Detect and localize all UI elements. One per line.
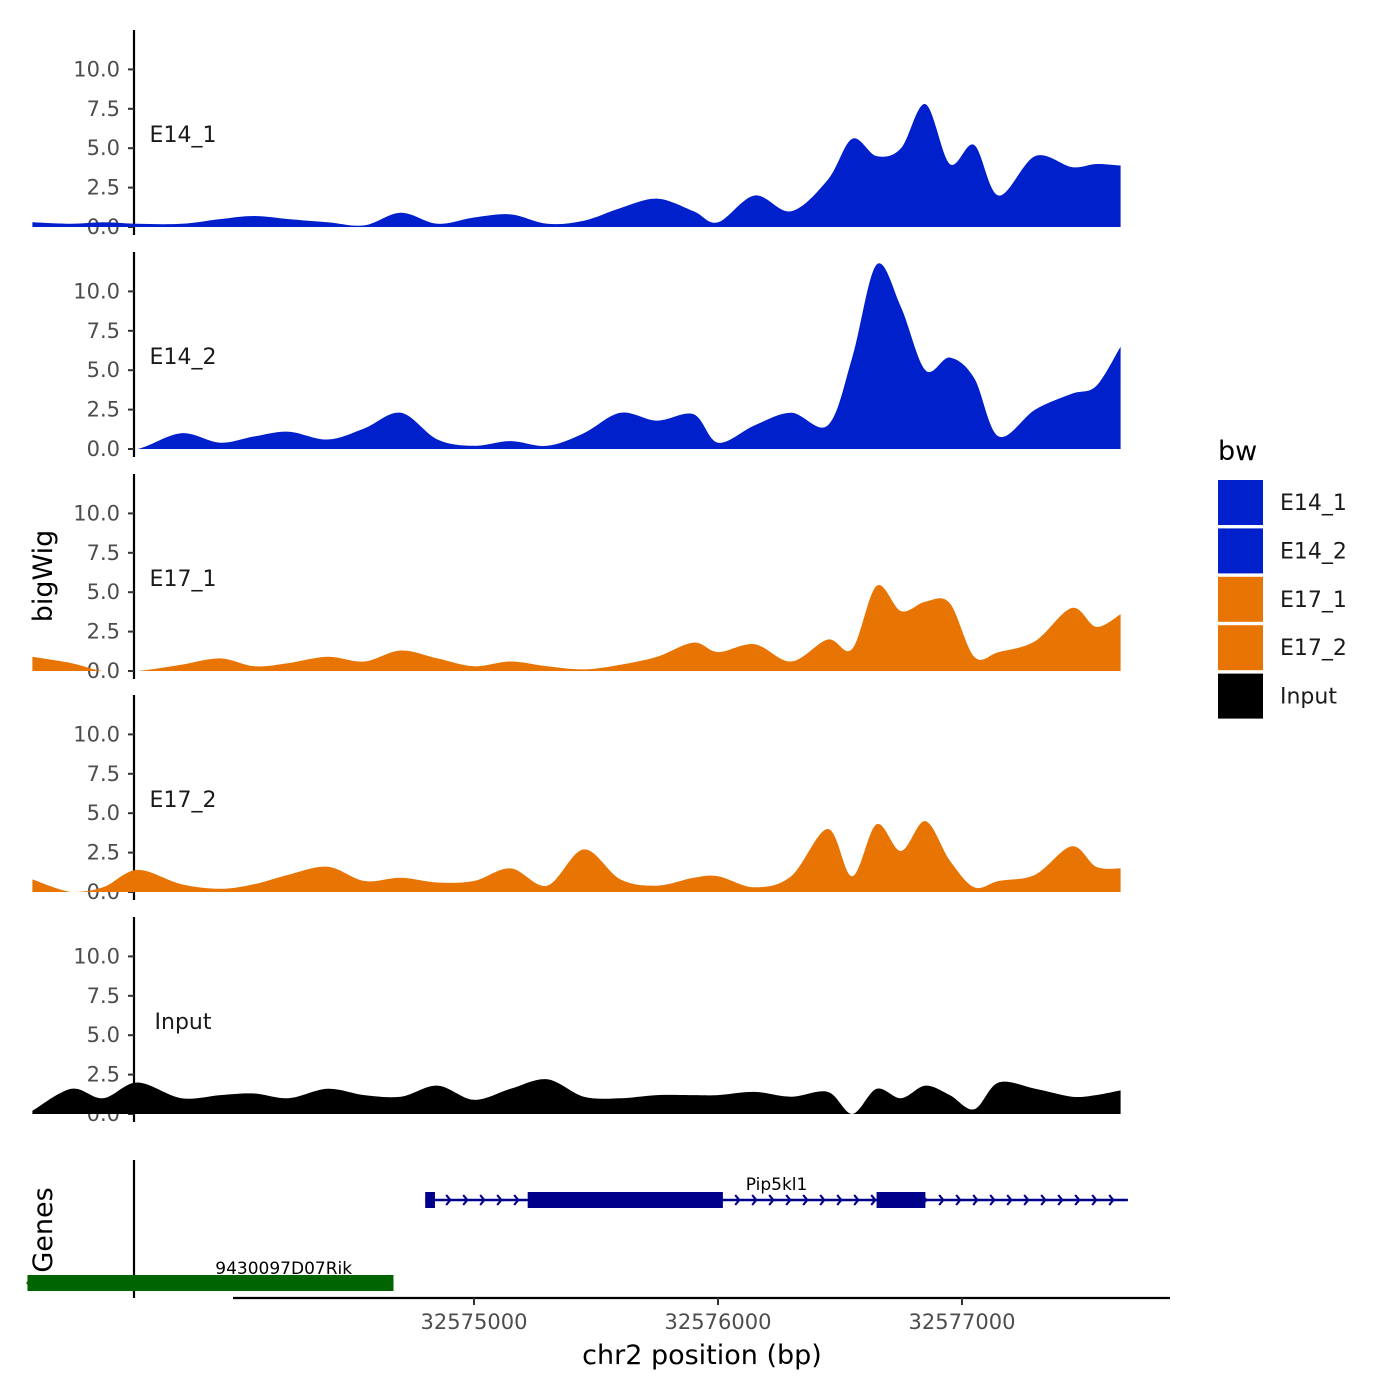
x-tick-label: 32575000 <box>421 1310 528 1334</box>
y-tick-label: 10.0 <box>73 944 120 968</box>
gene-exon <box>527 1192 723 1208</box>
y-tick-label: 5.0 <box>87 136 120 160</box>
signal-tracks: 0.02.55.07.510.0E14_10.02.55.07.510.0E14… <box>32 30 1121 1126</box>
track-label: E17_1 <box>150 567 217 592</box>
y-tick-label: 5.0 <box>87 801 120 825</box>
gene-exon <box>876 1192 926 1208</box>
gene-exon <box>27 1275 394 1291</box>
strand-arrow-icon <box>819 1194 826 1206</box>
strand-arrow-icon <box>785 1194 792 1206</box>
genes-panel: Pip5kl1 9430097D07Rik <box>26 1160 1128 1298</box>
y-tick-label: 5.0 <box>87 1023 120 1047</box>
legend-item-e17-2: E17_2 <box>1218 625 1347 671</box>
y-tick-label: 10.0 <box>73 722 120 746</box>
y-tick-label: 7.5 <box>87 319 120 343</box>
y-tick-label: 2.5 <box>87 398 120 422</box>
signal-area-e14-2 <box>32 263 1121 449</box>
track-label: E14_2 <box>150 345 217 370</box>
y-tick-label: 7.5 <box>87 762 120 786</box>
strand-arrow-icon <box>496 1194 503 1206</box>
strand-arrow-icon <box>1074 1194 1081 1206</box>
legend-swatch <box>1218 480 1263 525</box>
strand-arrow-icon <box>853 1194 860 1206</box>
y-tick-label: 5.0 <box>87 580 120 604</box>
strand-arrow-icon <box>479 1194 486 1206</box>
strand-arrow-icon <box>513 1194 520 1206</box>
gene-exon <box>425 1192 435 1208</box>
y-tick-label: 2.5 <box>87 1063 120 1087</box>
x-tick-label: 32576000 <box>665 1310 772 1334</box>
y-tick-label: 7.5 <box>87 97 120 121</box>
legend-swatch <box>1218 673 1263 719</box>
strand-arrow-icon <box>870 1194 877 1206</box>
genes-axis-title: Genes <box>28 1187 59 1272</box>
strand-arrow-icon <box>445 1194 452 1206</box>
legend-item-e14-1: E14_1 <box>1218 480 1347 525</box>
signal-area-e17-1 <box>32 585 1121 671</box>
strand-arrow-icon <box>1108 1194 1115 1206</box>
legend-label: E14_2 <box>1280 539 1347 564</box>
strand-arrow-icon <box>938 1194 945 1206</box>
legend-item-input: Input <box>1218 673 1337 719</box>
gene-pip5kl1: Pip5kl1 <box>425 1175 1128 1208</box>
signal-area-e17-2 <box>32 821 1121 892</box>
strand-arrow-icon <box>1057 1194 1064 1206</box>
legend-swatch <box>1218 528 1263 574</box>
track-label: E14_1 <box>150 123 217 148</box>
strand-arrow-icon <box>802 1194 809 1206</box>
strand-arrow-icon <box>1006 1194 1013 1206</box>
legend-item-e17-1: E17_1 <box>1218 576 1347 622</box>
legend-item-e14-2: E14_2 <box>1218 528 1347 574</box>
strand-arrow-icon <box>734 1194 741 1206</box>
signal-area-input <box>32 1079 1121 1114</box>
y-tick-label: 2.5 <box>87 841 120 865</box>
strand-arrow-icon <box>1091 1194 1098 1206</box>
strand-arrow-icon <box>751 1194 758 1206</box>
track-label: Input <box>155 1010 212 1035</box>
legend-label: Input <box>1280 685 1337 710</box>
x-tick-label: 32577000 <box>909 1310 1016 1334</box>
gene-name-label: Pip5kl1 <box>746 1175 808 1195</box>
strand-arrow-icon <box>955 1194 962 1206</box>
legend: bw E14_1 E14_2 E17_1 E17_2 Input <box>1218 436 1347 719</box>
y-tick-label: 10.0 <box>73 279 120 303</box>
y-tick-label: 2.5 <box>87 176 120 200</box>
strand-arrow-icon <box>1040 1194 1047 1206</box>
signal-area-e14-1 <box>32 103 1121 227</box>
y-tick-label: 7.5 <box>87 541 120 565</box>
legend-label: E17_2 <box>1280 636 1347 661</box>
y-tick-label: 7.5 <box>87 984 120 1008</box>
gene-9430097d07rik: 9430097D07Rik <box>26 1259 394 1291</box>
strand-arrow-icon <box>972 1194 979 1206</box>
y-tick-label: 10.0 <box>73 501 120 525</box>
y-axis-title: bigWig <box>28 530 59 623</box>
legend-label: E14_1 <box>1280 491 1347 516</box>
legend-title: bw <box>1218 436 1257 467</box>
strand-arrow-icon <box>989 1194 996 1206</box>
legend-swatch <box>1218 576 1263 622</box>
gene-name-label: 9430097D07Rik <box>215 1259 352 1279</box>
strand-arrow-icon <box>462 1194 469 1206</box>
x-axis-title: chr2 position (bp) <box>582 1340 822 1371</box>
strand-arrow-icon <box>1023 1194 1030 1206</box>
legend-label: E17_1 <box>1280 588 1347 613</box>
y-tick-label: 2.5 <box>87 620 120 644</box>
legend-swatch <box>1218 625 1263 671</box>
track-label: E17_2 <box>150 788 217 813</box>
strand-arrow-icon <box>836 1194 843 1206</box>
x-axis: 32575000 32576000 32577000 <box>233 1296 1170 1334</box>
y-tick-label: 5.0 <box>87 358 120 382</box>
y-tick-label: 10.0 <box>73 57 120 81</box>
strand-arrow-icon <box>768 1194 775 1206</box>
